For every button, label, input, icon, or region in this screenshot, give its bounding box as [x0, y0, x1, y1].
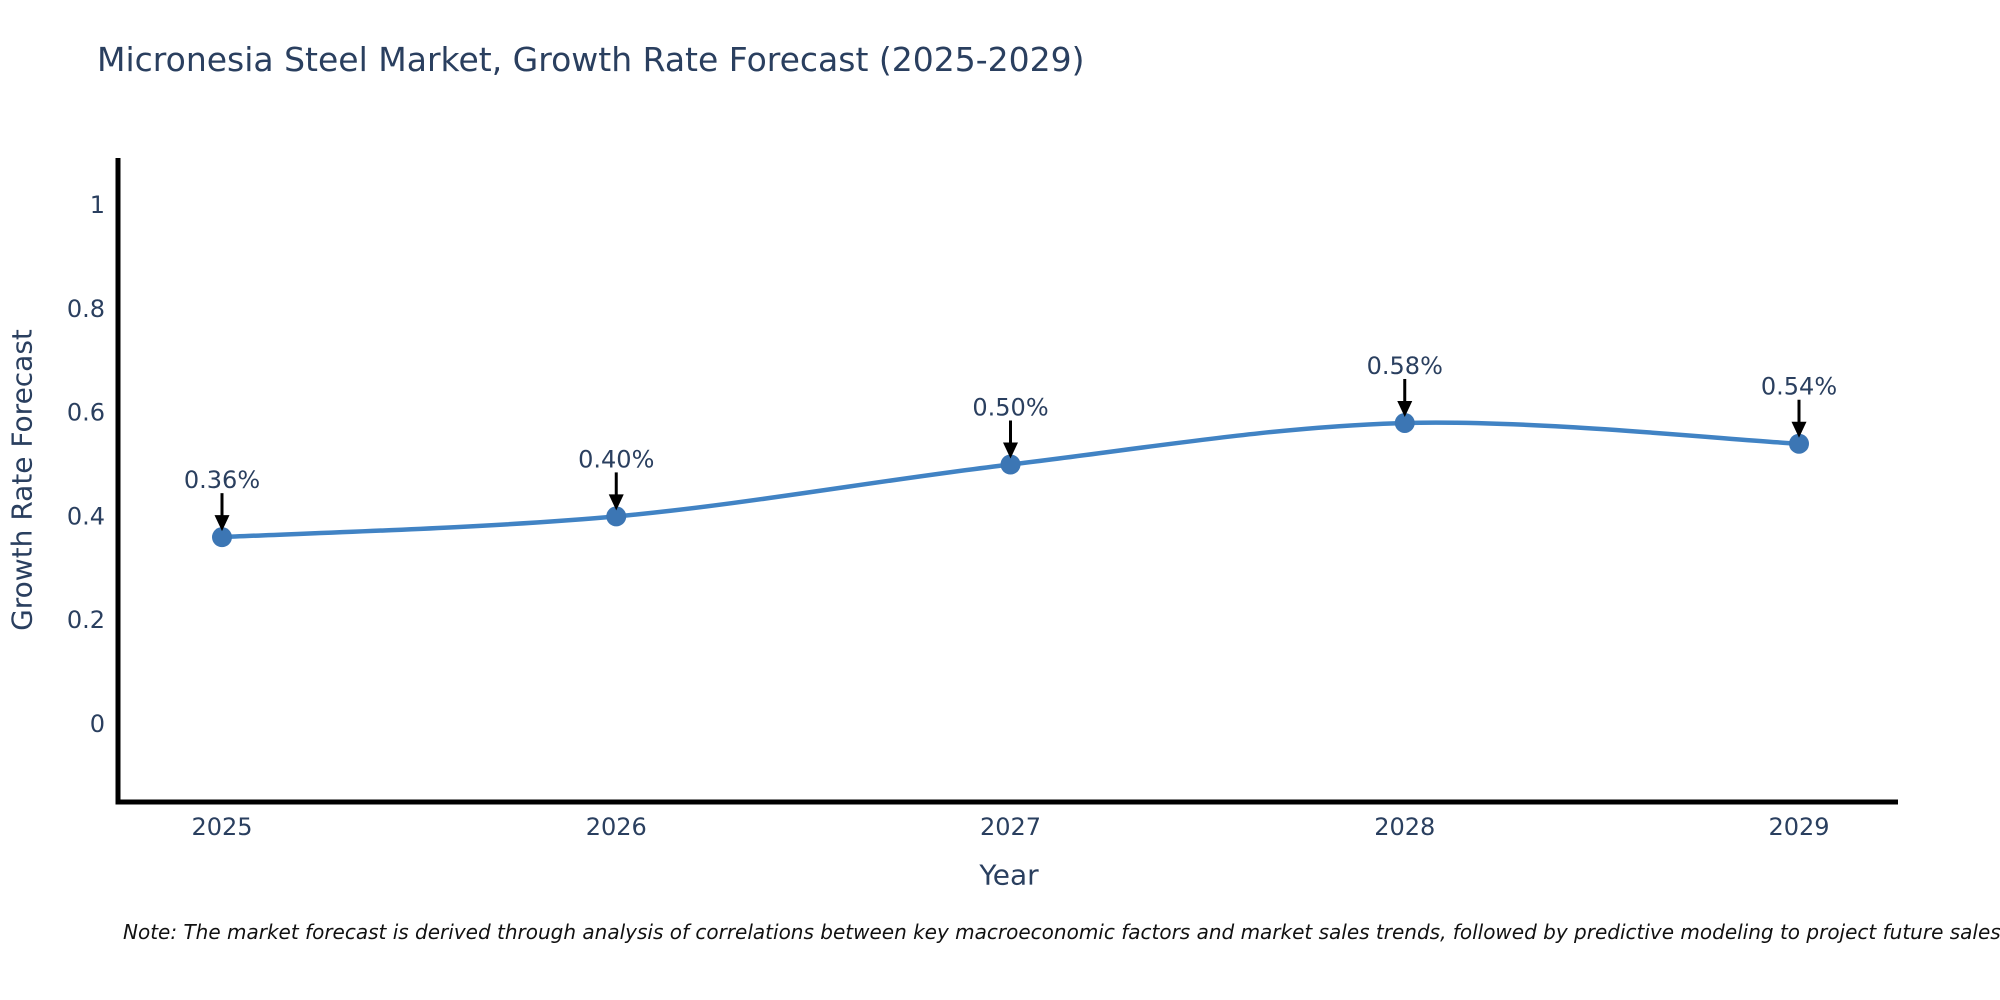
data-point-marker	[1789, 433, 1809, 454]
annotation-label: 0.50%	[972, 394, 1048, 422]
x-tick-label: 2027	[980, 813, 1041, 841]
chart-title: Micronesia Steel Market, Growth Rate For…	[97, 40, 1085, 79]
annotation-label: 0.54%	[1761, 373, 1837, 401]
x-tick-label: 2029	[1768, 813, 1829, 841]
annotation-arrowhead	[1003, 442, 1018, 459]
data-point-marker	[212, 527, 232, 548]
annotation-arrowhead	[214, 515, 230, 532]
annotation-label: 0.58%	[1367, 352, 1443, 380]
annotation-arrowhead	[1791, 421, 1807, 438]
y-tick-label: 0.8	[67, 295, 105, 323]
x-tick-label: 2026	[586, 813, 647, 841]
annotation-arrowhead	[1397, 400, 1413, 417]
annotation-arrowhead	[608, 494, 624, 511]
footnote: Note: The market forecast is derived thr…	[123, 920, 2000, 944]
data-point-marker	[1000, 454, 1021, 475]
annotation-label: 0.40%	[578, 445, 654, 473]
y-tick-label: 0.2	[67, 606, 105, 634]
data-point-marker	[1394, 412, 1415, 433]
x-tick-label: 2025	[191, 813, 252, 841]
x-tick-label: 2028	[1374, 813, 1435, 841]
x-axis-title: Year	[979, 858, 1039, 892]
annotation-label: 0.36%	[184, 466, 260, 494]
y-tick-label: 0	[90, 710, 105, 738]
y-tick-label: 1	[90, 191, 105, 219]
data-point-marker	[606, 506, 627, 527]
y-tick-label: 0.4	[67, 502, 105, 530]
y-tick-label: 0.6	[67, 399, 105, 427]
